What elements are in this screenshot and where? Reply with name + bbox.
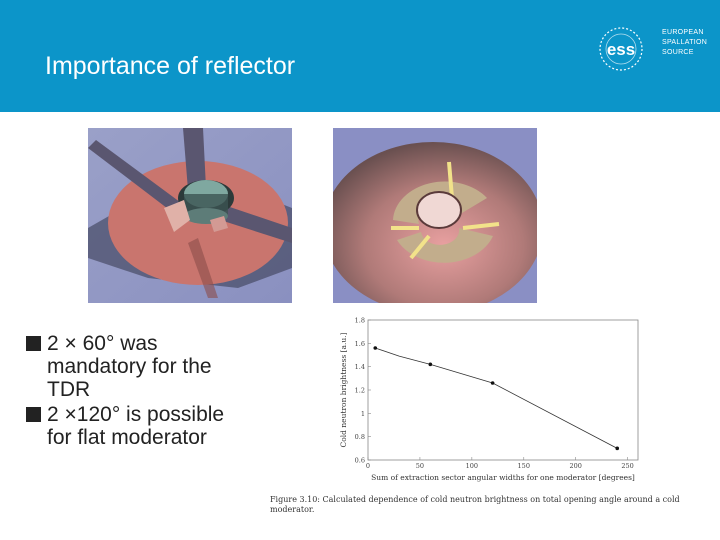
moderator-render-2x120 <box>333 128 537 303</box>
x-tick-label: 150 <box>518 462 530 470</box>
y-ticks: 0.6 0.8 1 1.2 1.4 1.6 1.8 <box>355 317 371 465</box>
y-tick-label: 1.8 <box>355 317 365 325</box>
series-line <box>375 347 618 449</box>
y-tick-label: 1.4 <box>355 363 365 371</box>
x-tick-label: 100 <box>466 462 478 470</box>
data-point <box>428 362 433 367</box>
brightness-chart: 0.6 0.8 1 1.2 1.4 1.6 1.8 0 50 100 150 200 250 Cold… <box>339 317 639 482</box>
bullet-item: 2 × 60° was mandatory for the TDR <box>26 332 236 401</box>
bullet-box-icon <box>26 407 41 422</box>
logo-line-1: EUROPEAN <box>662 29 704 36</box>
bullet-item: 2 ×120° is possible for flat moderator <box>26 403 236 449</box>
data-point <box>490 381 495 385</box>
y-tick-label: 1 <box>361 410 365 418</box>
x-tick-label: 0 <box>366 462 370 470</box>
slide-header: Importance of reflector ess EUROPEAN SPA… <box>0 0 720 112</box>
logo-line-2: SPALLATION <box>662 39 708 46</box>
x-tick-label: 50 <box>416 462 424 470</box>
series-points <box>373 346 620 451</box>
bullet-text: 2 × 60° was mandatory for the TDR <box>47 332 212 401</box>
x-tick-label: 200 <box>569 462 581 470</box>
logo-mark-text: ess <box>607 40 635 59</box>
x-axis-label: Sum of extraction sector angular widths … <box>371 473 635 482</box>
y-axis-label: Cold neutron brightness [a.u.] <box>339 332 348 447</box>
bullet-text: 2 ×120° is possible for flat moderator <box>47 403 225 449</box>
slide-title: Importance of reflector <box>45 52 296 80</box>
data-point <box>373 346 378 350</box>
data-point <box>615 446 620 451</box>
y-tick-label: 1.2 <box>355 387 365 395</box>
x-tick-label: 250 <box>621 462 633 470</box>
bullet-list: 2 × 60° was mandatory for the TDR 2 ×120… <box>26 332 236 451</box>
moderator-render-2x60 <box>88 128 292 303</box>
ess-logo: ess <box>599 27 643 71</box>
logo-line-3: SOURCE <box>662 49 694 56</box>
y-tick-label: 1.6 <box>355 340 365 348</box>
y-tick-label: 0.6 <box>355 457 365 465</box>
y-tick-label: 0.8 <box>355 433 365 441</box>
figure-caption: Figure 3.10: Calculated dependence of co… <box>270 495 680 514</box>
x-ticks: 0 50 100 150 200 250 <box>366 457 634 470</box>
logo-text: EUROPEAN SPALLATION SOURCE <box>662 28 707 58</box>
plot-frame <box>367 319 639 461</box>
bullet-box-icon <box>26 336 41 351</box>
